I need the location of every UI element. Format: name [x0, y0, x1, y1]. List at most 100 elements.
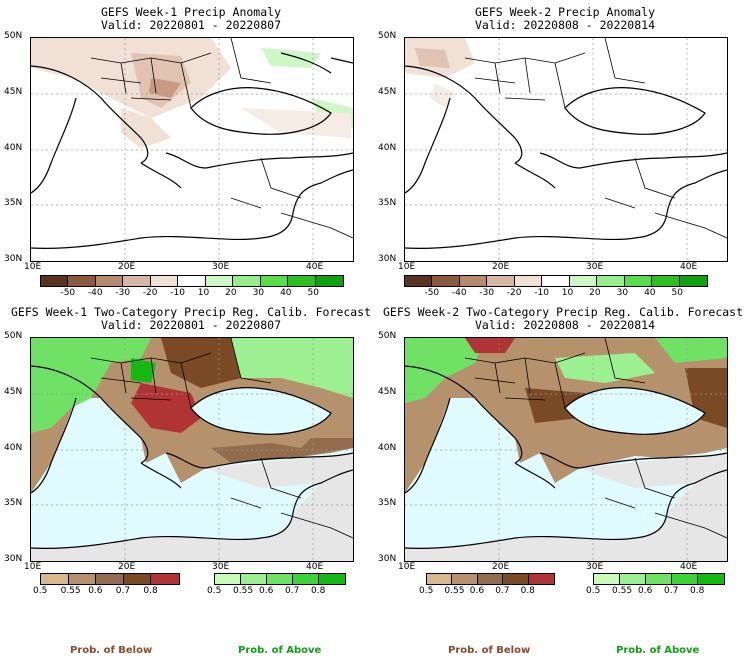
panel-2-title: GEFS Week-2 Precip Anomaly: [474, 5, 655, 19]
colorbar-swatch: [427, 574, 453, 584]
colorbar-tick-label: -30: [479, 288, 495, 298]
lat-label: 35N: [378, 198, 397, 209]
lon-label: 40E: [306, 262, 324, 272]
colorbar-swatch: [503, 574, 529, 584]
colorbar-tick-label: -50: [60, 288, 76, 298]
colorbar-tick-label: 0.5: [33, 586, 48, 596]
lon-label: 30E: [586, 562, 604, 572]
colorbar-tick-label: 0.7: [495, 586, 510, 596]
map-svg: [31, 38, 353, 261]
colorbar-swatch: [68, 276, 96, 286]
colorbar-swatch: [293, 574, 319, 584]
colorbar-tick-label: -10: [170, 288, 185, 298]
lon-label: 30E: [586, 262, 604, 272]
prob-above-label: Prob. of Above: [616, 645, 700, 656]
lat-label: 50N: [4, 31, 23, 41]
colorbar-swatch: [95, 276, 124, 286]
colorbar-swatch: [620, 574, 646, 584]
colorbar-swatch: [646, 574, 672, 584]
colorbar-swatch: [178, 276, 206, 286]
colorbar-swatch: [432, 276, 460, 286]
panel-4-valid: Valid: 20220808 - 20220814: [474, 318, 655, 332]
colorbar-tick-label: 0.8: [311, 586, 326, 596]
colorbar-tick-label: -10: [534, 288, 549, 298]
lat-label: 50N: [378, 31, 397, 41]
colorbar-swatch: [597, 276, 625, 286]
colorbar-tick-label: 0.7: [664, 586, 679, 596]
lon-label: 20E: [492, 262, 510, 272]
colorbar-tick-label: 0.8: [520, 586, 535, 596]
colorbar-tick-label: 30: [616, 288, 629, 298]
colorbar-swatch: [514, 276, 543, 286]
lon-label: 20E: [118, 262, 136, 272]
colorbar-tick-label: 40: [280, 288, 292, 298]
colorbar-swatch: [405, 276, 433, 286]
colorbar-tick-label: 0.8: [690, 586, 705, 596]
lat-label: 50N: [4, 331, 23, 341]
lat-label: 30N: [4, 254, 23, 264]
colorbar-tick-label: 20: [589, 288, 601, 298]
colorbar-swatch: [319, 574, 345, 584]
lon-label: 10E: [24, 562, 42, 572]
colorbar-swatch: [96, 574, 124, 584]
colorbar-tick-label: 0.6: [88, 586, 103, 596]
lat-label: 40N: [378, 442, 397, 453]
colorbar-tick-label: 50: [307, 288, 319, 298]
colorbar-swatch: [205, 276, 234, 286]
lat-label: 40N: [378, 142, 397, 153]
colorbar-tick-label: -40: [87, 288, 103, 298]
colorbar-swatch: [41, 574, 69, 584]
lat-label: 35N: [378, 498, 397, 509]
colorbar-swatch: [215, 574, 241, 584]
prob-above-label: Prob. of Above: [238, 645, 322, 656]
lon-label: 40E: [680, 262, 698, 272]
map-svg: [405, 38, 727, 261]
colorbar-tick-label: 0.5: [207, 586, 222, 596]
colorbar-tick-label: 20: [225, 288, 237, 298]
map-week2-probability: [404, 337, 728, 562]
colorbar-swatch: [68, 574, 97, 584]
lat-label: 45N: [378, 386, 397, 397]
prob-below-colorbar-week2: [426, 573, 555, 585]
colorbar-swatch: [477, 574, 504, 584]
colorbar-tick-label: 0.8: [143, 586, 158, 596]
colorbar-tick-label: 10: [197, 288, 210, 298]
map-week1-probability: [30, 337, 354, 562]
prob-above-colorbar-week1: [214, 573, 346, 585]
colorbar-swatch: [679, 276, 707, 286]
colorbar-tick-label: 40: [644, 288, 656, 298]
colorbar-tick-label: 0.6: [469, 586, 485, 596]
lat-label: 35N: [4, 498, 23, 509]
colorbar-swatch: [150, 276, 179, 286]
panel-3-title: GEFS Week-1 Two-Category Precip Reg. Cal…: [10, 305, 372, 319]
colorbar-swatch: [624, 276, 653, 286]
colorbar-swatch: [123, 574, 152, 584]
colorbar-swatch: [542, 276, 570, 286]
colorbar-tick-label: 0.6: [638, 586, 653, 596]
colorbar-tick-label: 30: [252, 288, 265, 298]
colorbar-swatch: [594, 574, 620, 584]
colorbar-swatch: [151, 574, 179, 584]
lon-label: 10E: [24, 262, 42, 272]
colorbar-swatch: [288, 276, 316, 286]
anomaly-colorbar-week1: [40, 275, 344, 287]
prob-above-colorbar-week2: [593, 573, 725, 585]
prob-below-label: Prob. of Below: [448, 645, 531, 656]
lon-label: 40E: [680, 562, 698, 572]
colorbar-tick-label: 0.5: [419, 586, 434, 596]
panel-1-valid: Valid: 20220801 - 20220807: [100, 18, 281, 32]
lat-label: 45N: [378, 86, 397, 97]
colorbar-swatch: [487, 276, 515, 286]
colorbar-tick-label: 0.6: [259, 586, 274, 596]
colorbar-tick-label: -50: [424, 288, 440, 298]
lon-label: 20E: [118, 562, 136, 572]
colorbar-tick-label: 0.5: [586, 586, 601, 596]
lat-label: 50N: [378, 331, 397, 341]
map-week2-anomaly: [404, 37, 728, 262]
colorbar-tick-label: -40: [451, 288, 467, 298]
lon-label: 30E: [212, 262, 230, 272]
colorbar-tick-label: 0.55: [60, 586, 81, 596]
lon-label: 10E: [398, 562, 416, 572]
colorbar-tick-label: -30: [115, 288, 131, 298]
colorbar-tick-label: 0.7: [115, 586, 131, 596]
